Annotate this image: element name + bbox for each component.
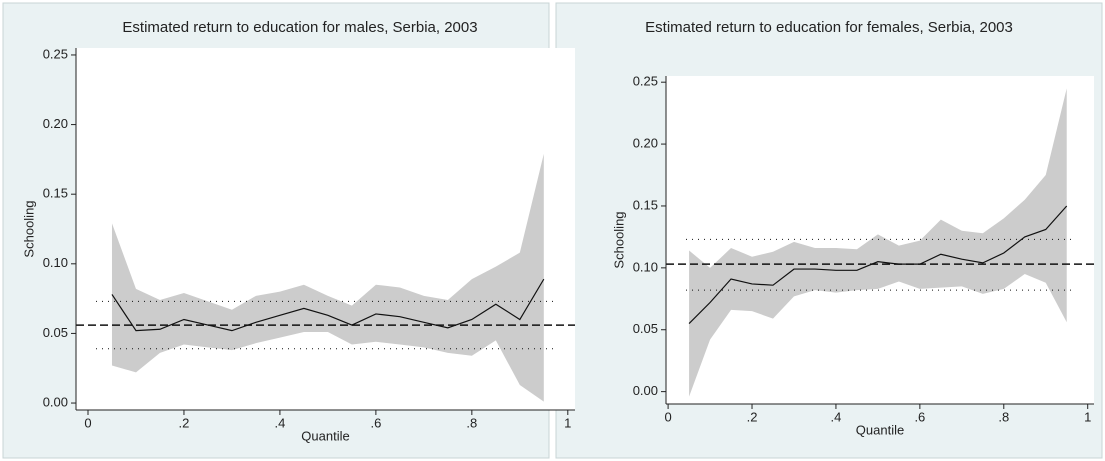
y-axis-label: Schooling — [611, 211, 626, 268]
estimate-line — [111, 278, 545, 332]
y-tick-label: 0.15 — [43, 186, 68, 201]
x-tick-label: .8 — [466, 415, 477, 430]
x-tick-label: 1 — [564, 415, 571, 430]
x-tick-label: .2 — [179, 415, 190, 430]
x-tick-label: .2 — [747, 409, 758, 424]
chart-title: Estimated return to education for female… — [645, 19, 1013, 36]
y-tick-label: 0.10 — [43, 255, 68, 270]
y-tick-label: 0.25 — [43, 46, 68, 61]
x-axis-label: Quantile — [856, 422, 904, 437]
y-tick-label: 0.15 — [633, 197, 658, 212]
x-tick-label: 0 — [84, 415, 91, 430]
y-tick-label: 0.25 — [633, 74, 658, 89]
y-axis-label: Schooling — [21, 200, 36, 257]
confidence-band — [111, 153, 544, 402]
x-tick-label: 0 — [664, 409, 671, 424]
estimate-line — [688, 205, 1068, 324]
x-tick-label: .6 — [370, 415, 381, 430]
chart-title: Estimated return to education for males,… — [122, 19, 477, 36]
x-tick-label: 1 — [1084, 409, 1091, 424]
x-tick-label: .4 — [274, 415, 285, 430]
y-tick-label: 0.00 — [43, 394, 68, 409]
y-tick-label: 0.20 — [43, 116, 68, 131]
y-tick-label: 0.00 — [633, 383, 658, 398]
confidence-band — [689, 88, 1067, 397]
x-tick-label: .4 — [831, 409, 842, 424]
y-tick-label: 0.05 — [633, 321, 658, 336]
y-tick-label: 0.10 — [633, 259, 658, 274]
x-tick-label: .6 — [914, 409, 925, 424]
y-tick-label: 0.05 — [43, 325, 68, 340]
y-tick-label: 0.20 — [633, 136, 658, 151]
x-axis-label: Quantile — [301, 428, 349, 443]
x-tick-label: .8 — [998, 409, 1009, 424]
